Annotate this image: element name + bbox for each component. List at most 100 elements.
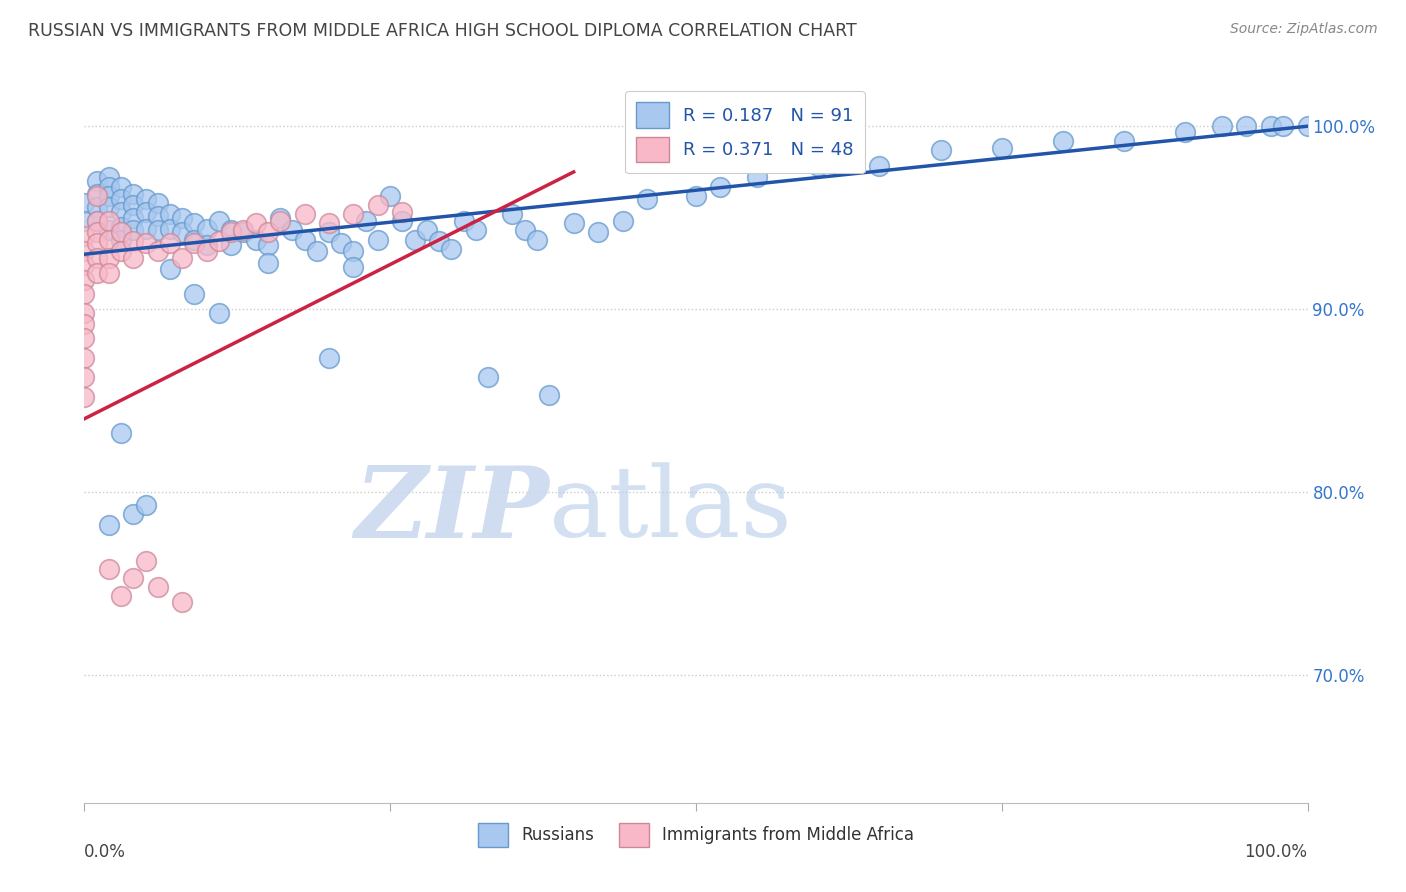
Point <box>97 562 120 576</box>
Point <box>195 244 218 258</box>
Point <box>86 265 108 279</box>
Point <box>135 554 157 568</box>
Point <box>245 233 267 247</box>
Point <box>195 238 218 252</box>
Point <box>97 233 120 247</box>
Point <box>86 200 108 214</box>
Point <box>929 143 952 157</box>
Point <box>318 216 340 230</box>
Point <box>146 223 169 237</box>
Point <box>73 306 96 320</box>
Point <box>183 233 205 247</box>
Point <box>159 236 181 251</box>
Legend: Russians, Immigrants from Middle Africa: Russians, Immigrants from Middle Africa <box>468 813 924 856</box>
Point <box>195 221 218 235</box>
Point <box>318 351 340 366</box>
Point <box>562 216 585 230</box>
Point <box>122 186 145 201</box>
Point <box>97 179 120 194</box>
Point <box>86 225 108 239</box>
Point <box>86 188 108 202</box>
Point <box>232 223 254 237</box>
Point <box>1296 119 1319 133</box>
Point <box>73 258 96 272</box>
Point <box>110 426 132 441</box>
Point <box>97 214 120 228</box>
Point <box>110 244 132 258</box>
Point <box>342 244 364 258</box>
Point <box>1211 119 1233 133</box>
Point <box>440 242 463 256</box>
Point <box>122 251 145 265</box>
Point <box>219 225 242 239</box>
Point <box>159 261 181 276</box>
Point <box>97 223 120 237</box>
Point <box>464 223 486 237</box>
Point <box>219 223 242 237</box>
Point <box>342 207 364 221</box>
Point <box>110 205 132 219</box>
Point <box>86 236 108 251</box>
Point <box>183 216 205 230</box>
Point <box>1260 119 1282 133</box>
Text: atlas: atlas <box>550 462 792 558</box>
Point <box>97 251 120 265</box>
Point <box>869 160 891 174</box>
Point <box>526 233 548 247</box>
Point <box>122 211 145 225</box>
Point <box>110 225 132 239</box>
Point <box>73 214 96 228</box>
Point <box>391 214 413 228</box>
Point <box>367 233 389 247</box>
Point <box>502 207 524 221</box>
Point <box>86 174 108 188</box>
Point <box>110 179 132 194</box>
Point <box>146 244 169 258</box>
Point <box>146 209 169 223</box>
Point <box>330 236 353 251</box>
Point <box>86 251 108 265</box>
Point <box>172 594 194 608</box>
Point <box>586 225 609 239</box>
Point <box>281 223 304 237</box>
Point <box>354 214 377 228</box>
Point <box>380 188 402 202</box>
Point <box>73 317 96 331</box>
Point <box>97 200 120 214</box>
Point <box>208 214 231 228</box>
Point <box>73 273 96 287</box>
Point <box>122 198 145 212</box>
Point <box>991 141 1014 155</box>
Point <box>208 306 231 320</box>
Point <box>122 223 145 237</box>
Point <box>367 198 389 212</box>
Point <box>453 214 475 228</box>
Point <box>269 211 291 225</box>
Point <box>73 331 96 345</box>
Point <box>183 287 205 301</box>
Point <box>636 192 658 206</box>
Point <box>97 517 120 532</box>
Point <box>110 233 132 247</box>
Point <box>97 265 120 279</box>
Point <box>294 207 316 221</box>
Point <box>318 225 340 239</box>
Text: ZIP: ZIP <box>354 462 550 558</box>
Point <box>122 235 145 249</box>
Point <box>135 205 157 219</box>
Point <box>135 236 157 251</box>
Point <box>172 251 194 265</box>
Point <box>1236 119 1258 133</box>
Point <box>146 580 169 594</box>
Point <box>416 223 439 237</box>
Point <box>73 390 96 404</box>
Point <box>135 498 157 512</box>
Point <box>538 388 561 402</box>
Point <box>159 221 181 235</box>
Point <box>86 214 108 228</box>
Point <box>612 214 634 228</box>
Text: 0.0%: 0.0% <box>84 843 127 861</box>
Point <box>807 160 830 174</box>
Point <box>86 186 108 201</box>
Point <box>73 244 96 258</box>
